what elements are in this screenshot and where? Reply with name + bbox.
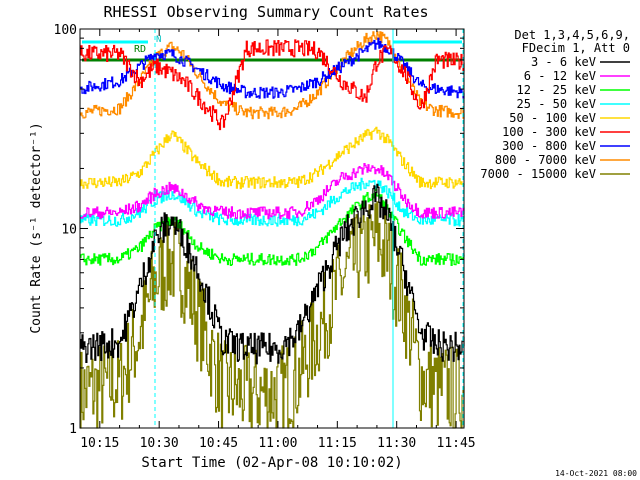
series-6-line <box>80 37 465 99</box>
x-tick-label-2: 10:45 <box>199 436 238 451</box>
bar-label-n: N <box>156 35 161 45</box>
legend-label-2: 12 - 25 keV <box>517 83 596 97</box>
y-tick-label-2: 100 <box>54 23 77 38</box>
axes-layer: 10:15 10:30 10:45 11:00 11:15 11:30 11:45 1 10 10… <box>54 23 476 451</box>
series-3-line <box>80 177 465 227</box>
bar-label-f: F <box>117 53 122 62</box>
series-5-line <box>80 39 465 131</box>
legend-label-5: 100 - 300 keV <box>502 125 596 139</box>
x-tick-label-1: 10:30 <box>140 436 179 451</box>
y-tick-label-0: 1 <box>69 422 77 437</box>
series-0-line <box>80 183 465 365</box>
footer-date: 14-Oct-2021 08:00 <box>555 469 637 478</box>
x-axis-label: Start Time (02-Apr-08 10:10:02) <box>141 455 402 471</box>
x-tick-label-4: 11:15 <box>318 436 357 451</box>
legend: Det 1,3,4,5,6,9, FDecim 1, Att 0 3 - 6 k… <box>480 28 630 181</box>
legend-label-3: 25 - 50 keV <box>517 97 596 111</box>
x-tick-label-5: 11:30 <box>377 436 416 451</box>
bar-label-rd: RD <box>134 44 146 55</box>
legend-header-line-1: Det 1,3,4,5,6,9, <box>514 28 630 42</box>
legend-label-1: 6 - 12 keV <box>524 69 596 83</box>
legend-label-0: 3 - 6 keV <box>531 55 596 69</box>
x-tick-label-0: 10:15 <box>80 436 119 451</box>
legend-label-4: 50 - 100 keV <box>509 111 596 125</box>
legend-label-6: 300 - 800 keV <box>502 139 596 153</box>
series-layer <box>80 31 465 429</box>
legend-header-line-2: FDecim 1, Att 0 <box>522 41 630 55</box>
series-1-line <box>80 163 465 220</box>
series-8-line <box>80 201 465 429</box>
series-2-line <box>80 188 465 266</box>
y-axis-label: Count Rate (s⁻¹ detector⁻¹) <box>29 122 44 333</box>
chart-title: RHESSI Observing Summary Count Rates <box>103 3 428 21</box>
legend-label-7: 800 - 7000 keV <box>495 153 596 167</box>
series-4-line <box>80 126 465 190</box>
series-7-line <box>80 31 465 120</box>
x-tick-label-6: 11:45 <box>437 436 476 451</box>
x-tick-label-3: 11:00 <box>258 436 297 451</box>
legend-label-8: 7000 - 15000 keV <box>480 167 596 181</box>
y-tick-label-1: 10 <box>61 223 77 238</box>
